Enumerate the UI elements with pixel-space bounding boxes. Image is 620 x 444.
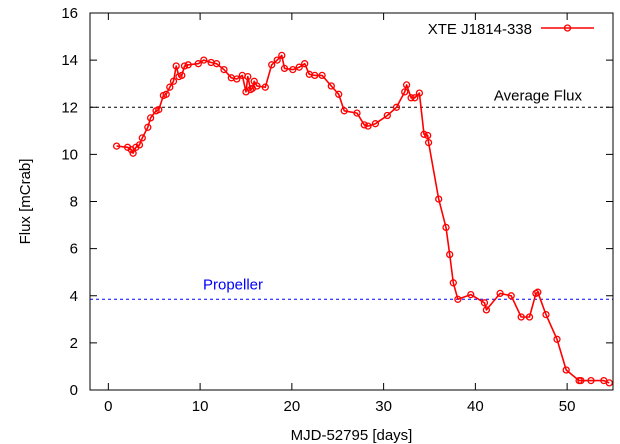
- data-point: [194, 60, 202, 68]
- x-tick-label: 20: [284, 398, 301, 415]
- data-point: [517, 313, 525, 321]
- data-point: [261, 83, 269, 91]
- x-tick-label: 40: [467, 398, 484, 415]
- data-point: [525, 313, 534, 321]
- data-point: [542, 310, 550, 319]
- data-point: [253, 82, 261, 90]
- data-point: [435, 195, 443, 203]
- data-point: [244, 72, 252, 81]
- data-point: [383, 111, 391, 120]
- data-point: [135, 141, 144, 149]
- y-tick-label: 16: [61, 5, 78, 22]
- y-tick-label: 10: [61, 146, 78, 163]
- data-point: [162, 90, 170, 98]
- y-tick-label: 6: [70, 241, 78, 258]
- data-point: [353, 109, 361, 117]
- data-point: [166, 83, 174, 91]
- data-point: [446, 250, 454, 259]
- data-point: [454, 295, 462, 303]
- data-point: [587, 376, 595, 385]
- data-point: [364, 122, 372, 130]
- data-point: [220, 65, 228, 74]
- data-point: [233, 75, 241, 83]
- data-point: [371, 120, 380, 128]
- x-tick-label: 30: [375, 398, 392, 415]
- reference-line-labels: Average Flux Propeller: [203, 87, 583, 293]
- data-point: [335, 90, 343, 98]
- data-point: [496, 289, 504, 298]
- reference-lines: [90, 106, 613, 300]
- data-point: [138, 134, 146, 142]
- x-axis-title: MJD-52795 [days]: [291, 427, 413, 444]
- y-tick-label: 2: [70, 335, 78, 352]
- reference-line-label: Average Flux: [494, 87, 583, 104]
- data-point: [407, 94, 415, 102]
- data-point: [605, 379, 613, 387]
- data-point: [146, 114, 155, 122]
- data-point: [180, 62, 189, 70]
- y-tick-label: 14: [61, 52, 78, 69]
- data-point: [360, 121, 368, 129]
- data-point: [402, 81, 411, 89]
- data-point: [212, 60, 221, 68]
- data-point: [280, 64, 289, 73]
- data-point: [442, 223, 450, 232]
- data-point: [184, 61, 192, 69]
- data-point: [480, 299, 489, 307]
- legend-marker: [563, 24, 572, 32]
- data-point: [200, 56, 208, 64]
- x-tick-label: 10: [192, 398, 209, 415]
- y-axis-title: Flux [mCrab]: [17, 159, 34, 245]
- data-point: [311, 71, 319, 80]
- data-point: [420, 130, 428, 138]
- x-tick-label: 50: [559, 398, 576, 415]
- data-point: [318, 71, 326, 80]
- data-point: [278, 51, 286, 60]
- legend-label: XTE J1814-338: [428, 21, 532, 38]
- data-point: [172, 62, 180, 70]
- data-point: [534, 288, 542, 296]
- series-line: [116, 54, 610, 384]
- data-point: [392, 103, 401, 111]
- data-point: [301, 60, 309, 68]
- x-axis-ticks: 0 10 20 30 40 50: [104, 13, 575, 415]
- data-point: [507, 292, 515, 300]
- y-tick-label: 8: [70, 194, 78, 211]
- data-point: [553, 335, 561, 343]
- data-point: [577, 376, 585, 385]
- data-point: [327, 82, 335, 90]
- data-point: [144, 123, 152, 131]
- data-point: [482, 306, 491, 314]
- data-point: [155, 105, 163, 114]
- data-point: [289, 65, 297, 74]
- data-point: [449, 279, 457, 287]
- x-tick-label: 0: [104, 398, 112, 415]
- series-layer: [112, 51, 613, 387]
- data-point: [295, 63, 303, 71]
- data-point: [268, 61, 276, 69]
- y-tick-label: 12: [61, 99, 78, 116]
- reference-line-label: Propeller: [203, 276, 263, 293]
- data-point: [562, 366, 570, 374]
- data-point: [424, 138, 433, 147]
- data-point: [129, 149, 137, 157]
- y-tick-label: 0: [70, 382, 78, 399]
- y-tick-label: 4: [70, 288, 78, 305]
- data-point: [169, 77, 178, 85]
- data-point: [411, 94, 419, 102]
- data-point: [273, 56, 281, 64]
- data-point: [424, 131, 432, 140]
- data-point: [340, 107, 348, 115]
- data-point: [401, 88, 409, 96]
- data-point: [415, 89, 424, 97]
- data-point: [467, 290, 475, 299]
- data-point: [112, 142, 121, 150]
- data-point: [178, 71, 186, 80]
- legend: XTE J1814-338: [428, 21, 594, 38]
- plot-frame: [89, 12, 614, 391]
- y-axis-ticks: 0 2 4 6 8 10 12 14 16: [61, 5, 613, 399]
